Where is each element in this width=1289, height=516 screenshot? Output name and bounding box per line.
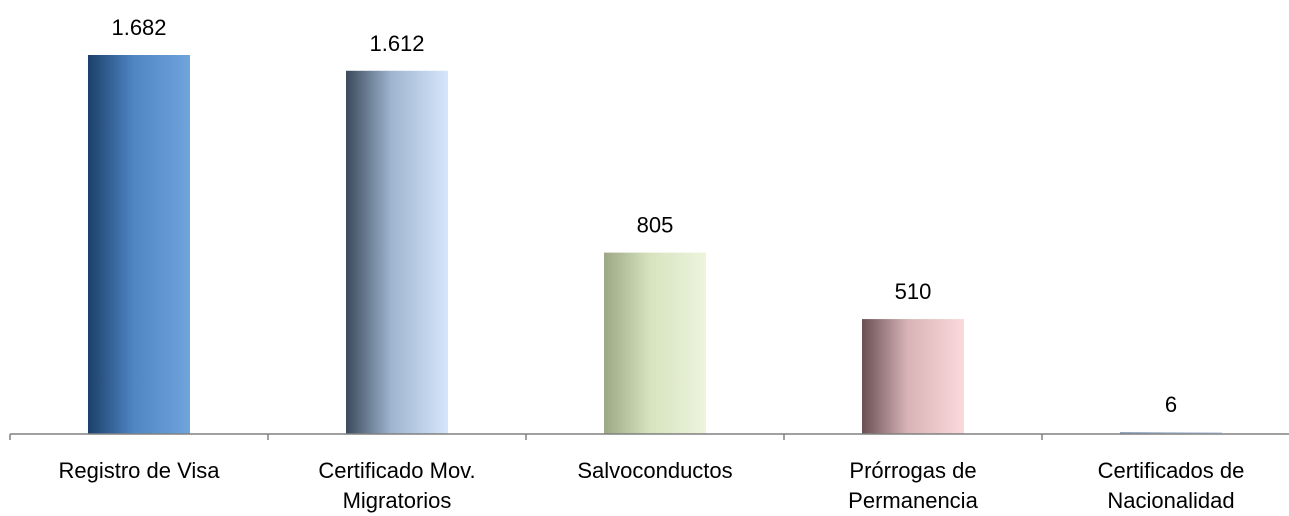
category-label-line: Nacionalidad (1107, 488, 1234, 513)
x-axis-ticks (9, 434, 1043, 440)
category-label-line: Certificados de (1098, 458, 1245, 483)
category-label-1: Registro de Visa (58, 458, 220, 483)
value-labels-group: 1.682 1.612 805 510 6 (111, 15, 1177, 417)
value-label-1: 1.682 (111, 15, 166, 40)
value-label-3: 805 (637, 213, 674, 238)
category-label-4: Prórrogas de Permanencia (848, 458, 978, 513)
value-label-4: 510 (895, 279, 932, 304)
category-label-5: Certificados de Nacionalidad (1098, 458, 1245, 513)
bar-3 (604, 252, 706, 434)
bar-4 (862, 319, 964, 434)
category-label-2: Certificado Mov. Migratorios (318, 458, 475, 513)
category-label-line: Permanencia (848, 488, 978, 513)
category-label-line: Prórrogas de (849, 458, 976, 483)
category-label-line: Registro de Visa (58, 458, 220, 483)
bar-2 (346, 70, 448, 434)
value-label-5: 6 (1165, 392, 1177, 417)
bars-group (88, 55, 1222, 434)
category-labels-group: Registro de Visa Certificado Mov. Migrator… (58, 458, 1244, 513)
value-label-2: 1.612 (369, 31, 424, 56)
category-label-line: Migratorios (343, 488, 452, 513)
category-label-3: Salvoconductos (577, 458, 732, 483)
bar-1 (88, 55, 190, 434)
bar-5 (1120, 432, 1222, 434)
category-label-line: Salvoconductos (577, 458, 732, 483)
category-label-line: Certificado Mov. (318, 458, 475, 483)
